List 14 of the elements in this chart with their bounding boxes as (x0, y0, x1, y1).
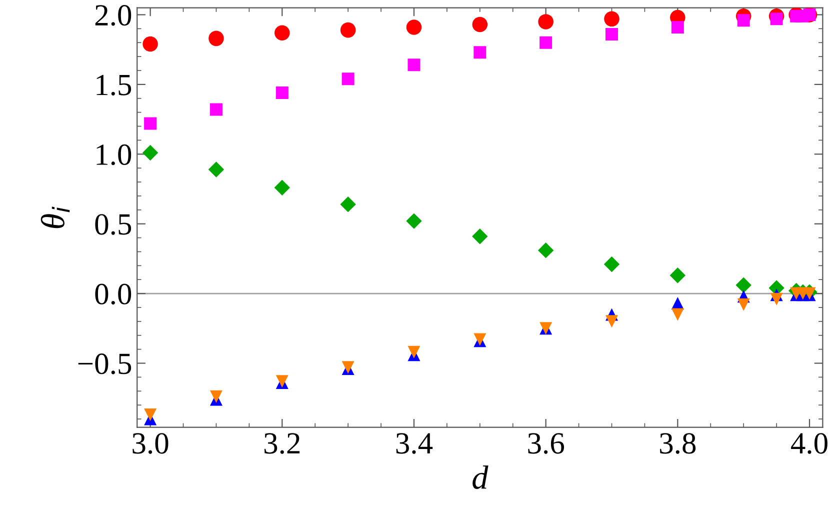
x-tick-label: 4.0 (791, 433, 828, 454)
x-axis-title: d (472, 465, 488, 489)
y-axis-title: θ$_{i}$ (40, 206, 70, 228)
y-tick-label: 0.5 (95, 214, 132, 235)
x-tick-label: 3.0 (132, 433, 168, 454)
x-tick-label: 3.8 (660, 433, 696, 454)
y-tick-label: 1.5 (96, 74, 132, 96)
y-tick-label: −0.5 (78, 354, 132, 374)
y-tick-label: 1.0 (96, 144, 132, 166)
x-tick-label: 3.2 (264, 433, 300, 454)
y-tick-label: 2.0 (95, 5, 132, 26)
x-tick-label: 3.4 (396, 433, 433, 454)
y-tick-label: 0.0 (95, 284, 132, 305)
x-tick-label: 3.6 (528, 433, 564, 454)
